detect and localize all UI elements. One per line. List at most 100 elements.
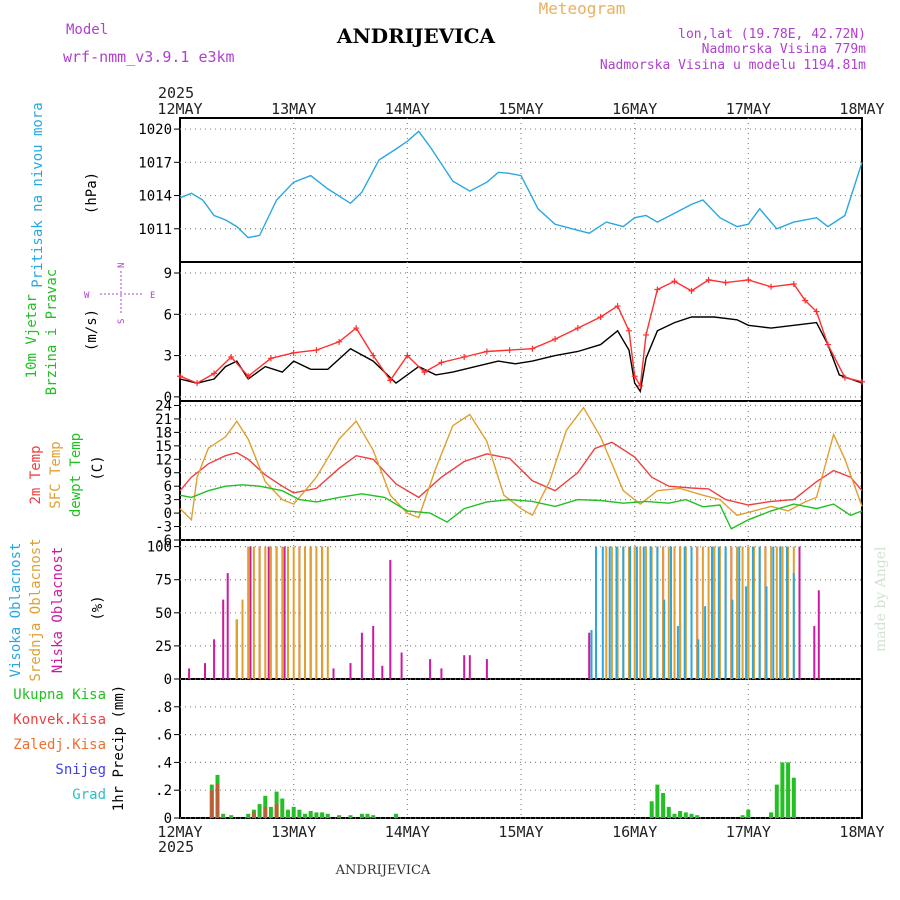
bar-ukupna-kisa — [791, 777, 796, 818]
bar-ukupna-kisa — [221, 813, 226, 818]
bar-ukupna-kisa — [308, 811, 313, 818]
compass-e: E — [150, 291, 155, 301]
bar-srednja-oblacnost — [616, 546, 619, 679]
bar-niska-oblacnost — [283, 546, 286, 679]
panel-frame-pressure — [179, 117, 863, 263]
gust-point — [313, 347, 320, 354]
bar-visoka-oblacnost — [772, 546, 775, 679]
y-tick-label: 1020 — [138, 122, 172, 138]
bar-srednja-oblacnost — [684, 546, 687, 679]
bar-konvek-kisa — [337, 816, 342, 818]
gust-point — [790, 281, 797, 288]
gust-point — [824, 341, 831, 348]
y-tick-label: .2 — [155, 783, 172, 799]
bar-ukupna-kisa — [769, 812, 774, 818]
bar-srednja-oblacnost — [252, 546, 255, 679]
bar-niska-oblacnost — [188, 668, 191, 679]
y-tick-label: 3 — [164, 349, 172, 365]
y-tick-label: 100 — [147, 540, 172, 556]
bar-srednja-oblacnost — [326, 546, 329, 679]
gust-point — [643, 331, 650, 338]
year-top: 2025 — [158, 84, 194, 102]
bar-konvek-kisa — [209, 790, 214, 818]
y-tick-label: 6 — [164, 479, 172, 495]
axis-ticks: 10111014101710200369-6-30369121518212402… — [138, 100, 884, 841]
bar-srednja-oblacnost — [662, 546, 665, 679]
y-tick-label: .8 — [155, 700, 172, 716]
gust-point — [336, 338, 343, 345]
bar-srednja-oblacnost — [633, 546, 636, 679]
bar-srednja-oblacnost — [770, 546, 773, 679]
x-label-bottom: 14MAY — [385, 823, 430, 841]
bar-visoka-oblacnost — [745, 586, 748, 679]
bar-srednja-oblacnost — [628, 546, 630, 679]
bar-visoka-oblacnost — [683, 546, 686, 679]
station-title: ANDRIJEVICA — [336, 24, 496, 48]
y-tick-label: 9 — [164, 266, 172, 282]
bar-konvek-kisa — [263, 806, 268, 818]
gust-point — [597, 314, 604, 321]
gust-point — [688, 287, 695, 294]
bar-niska-oblacnost — [588, 632, 591, 679]
bar-visoka-oblacnost — [751, 546, 754, 679]
x-label-bottom: 13MAY — [271, 823, 316, 841]
gust-point — [614, 303, 621, 310]
x-label-top: 17MAY — [726, 100, 771, 118]
bar-ukupna-kisa — [371, 815, 376, 818]
y-tick-label: 15 — [155, 439, 172, 455]
wind-compass: N E S W — [84, 263, 155, 324]
year-bottom: 2025 — [158, 838, 194, 856]
bar-ukupna-kisa — [661, 793, 666, 818]
x-label-top: 15MAY — [498, 100, 543, 118]
bar-ukupna-kisa — [695, 815, 700, 818]
bar-srednja-oblacnost — [764, 546, 767, 679]
gust-point — [421, 369, 428, 376]
gust-point — [529, 345, 536, 352]
bar-srednja-oblacnost — [645, 546, 647, 679]
gust-point — [290, 349, 297, 356]
legend-cloud-mid: Srednja Oblacnost — [28, 538, 44, 681]
legend-cloud-high: Visoka Oblacnost — [8, 543, 24, 678]
series-line-wind-speed — [179, 316, 863, 394]
bar-niska-oblacnost — [360, 632, 363, 679]
bar-niska-oblacnost — [440, 668, 443, 679]
gust-point — [461, 353, 468, 360]
y-tick-label: 1017 — [138, 155, 172, 171]
legend-t2m: 2m Temp — [28, 445, 44, 504]
gust-point — [768, 283, 775, 290]
bar-niska-oblacnost — [372, 626, 375, 679]
bar-visoka-oblacnost — [758, 546, 761, 679]
y-tick-label: 25 — [155, 639, 172, 655]
bar-niska-oblacnost — [485, 659, 488, 679]
bar-niska-oblacnost — [213, 639, 216, 679]
bar-niska-oblacnost — [468, 655, 471, 679]
bar-srednja-oblacnost — [696, 546, 699, 679]
bar-visoka-oblacnost — [786, 546, 788, 679]
bar-srednja-oblacnost — [298, 546, 301, 679]
x-label-top: 12MAY — [157, 100, 202, 118]
bar-srednja-oblacnost — [639, 546, 642, 679]
bar-ukupna-kisa — [683, 812, 688, 818]
bar-ukupna-kisa — [740, 815, 745, 818]
bar-visoka-oblacnost — [731, 599, 734, 679]
gust-point — [353, 325, 360, 332]
bar-ukupna-kisa — [655, 784, 660, 818]
bar-srednja-oblacnost — [258, 546, 261, 679]
y-tick-label: 3 — [164, 493, 172, 509]
bar-konvek-kisa — [215, 783, 220, 819]
bar-visoka-oblacnost — [670, 546, 672, 679]
bar-visoka-oblacnost — [635, 546, 638, 679]
pressure-title: Pritisak na nivou mora — [30, 102, 46, 287]
wind-title-line-1: 10m Vjetar — [24, 294, 40, 378]
gust-point — [671, 278, 678, 285]
bar-ukupna-kisa — [257, 804, 262, 818]
legend-precip-frz: Zaledj.Kisa — [13, 737, 106, 753]
bar-srednja-oblacnost — [281, 546, 284, 679]
x-label-bottom: 17MAY — [726, 823, 771, 841]
x-label-bottom: 18MAY — [839, 823, 884, 841]
bar-ukupna-kisa — [268, 806, 273, 818]
panel-grids — [180, 118, 862, 819]
bar-srednja-oblacnost — [610, 546, 613, 679]
y-tick-label: -6 — [155, 533, 172, 549]
bar-srednja-oblacnost — [775, 546, 778, 679]
